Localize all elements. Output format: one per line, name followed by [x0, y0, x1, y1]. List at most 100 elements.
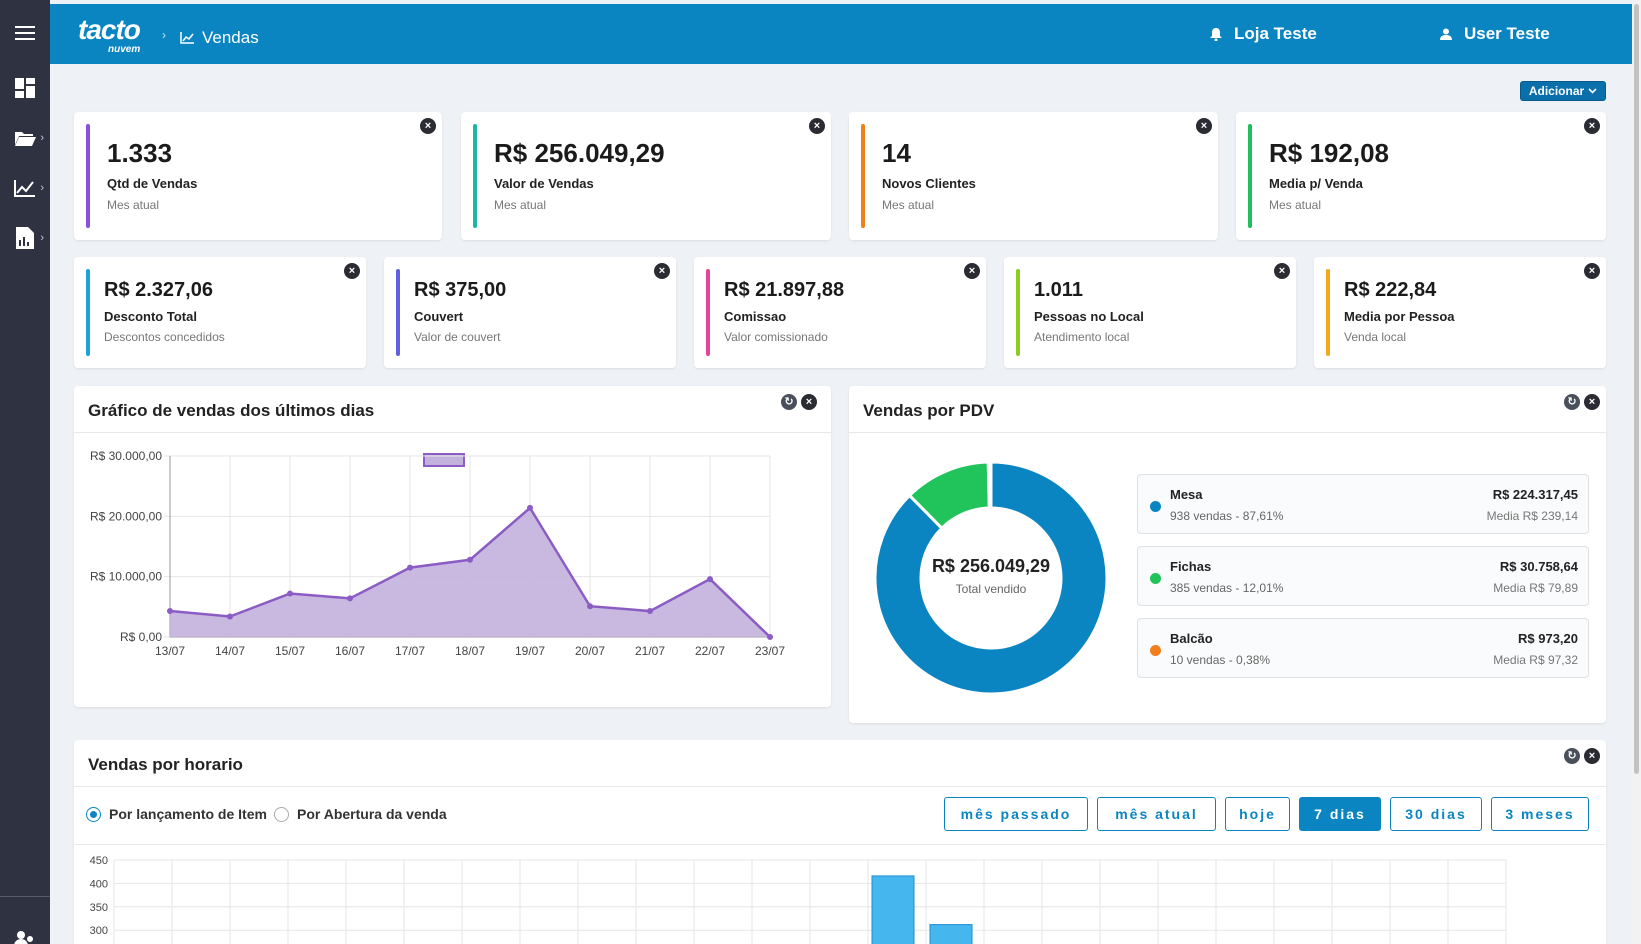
stat-value: 1.333 — [107, 138, 173, 168]
panel-divider — [74, 786, 1606, 787]
close-icon[interactable]: × — [1584, 748, 1600, 764]
stat-accent-bar — [861, 124, 865, 228]
data-point — [647, 608, 653, 615]
refresh-icon[interactable]: ↻ — [781, 394, 797, 410]
stat-label: Qtd de Vendas — [107, 176, 198, 191]
menu-icon[interactable] — [0, 13, 50, 53]
breadcrumb-separator: › — [162, 28, 166, 42]
pdv-item-name: Mesa — [1170, 487, 1203, 502]
user-menu[interactable]: User Teste — [1440, 24, 1550, 44]
stat-subtitle: Mes atual — [882, 198, 935, 212]
close-icon[interactable]: × — [809, 118, 825, 134]
stat-accent-bar — [86, 269, 90, 356]
x-tick-label: 20/07 — [575, 644, 605, 658]
close-icon[interactable]: × — [1584, 263, 1600, 279]
page-scrollbar[interactable] — [1632, 0, 1641, 944]
radio-button[interactable] — [274, 806, 289, 822]
data-point — [527, 504, 533, 511]
pdv-item-avg: Media R$ 97,32 — [1493, 653, 1578, 667]
close-icon[interactable]: × — [801, 394, 817, 410]
chevron-right-icon: › — [40, 132, 44, 144]
pdv-item-balcao[interactable]: Balcão 10 vendas - 0,38% R$ 973,20 Media… — [1137, 618, 1589, 678]
pdv-total-value: R$ 256.049,29 — [931, 556, 1051, 576]
range-7-dias[interactable]: 7 dias — [1299, 797, 1381, 831]
radio-button[interactable] — [86, 806, 101, 822]
folder-icon[interactable]: › — [0, 118, 50, 158]
data-point — [287, 590, 293, 597]
stat-value: R$ 256.049,29 — [494, 138, 665, 168]
range-mes-passado[interactable]: mês passado — [944, 797, 1088, 831]
stat-value: R$ 192,08 — [1269, 138, 1389, 168]
close-icon[interactable]: × — [964, 263, 980, 279]
stat-value: 1.011 — [1034, 279, 1083, 301]
chart-line-icon[interactable]: › — [0, 168, 50, 208]
stat-card-couvert: R$ 375,00 Couvert Valor de couvert × — [384, 257, 676, 368]
stat-card-novos-clientes: 14 Novos Clientes Mes atual × — [849, 112, 1218, 240]
breadcrumb: Vendas — [180, 28, 259, 48]
stat-subtitle: Atendimento local — [1034, 330, 1130, 344]
sidebar-divider — [0, 896, 50, 897]
stat-accent-bar — [473, 124, 477, 228]
pdv-item-mesa[interactable]: Mesa 938 vendas - 87,61% R$ 224.317,45 M… — [1137, 474, 1589, 534]
refresh-icon[interactable]: ↻ — [1564, 748, 1580, 764]
scrollbar-thumb[interactable] — [1634, 4, 1639, 774]
close-icon[interactable]: × — [1584, 394, 1600, 410]
chevron-right-icon: › — [40, 182, 44, 194]
panel-divider — [849, 432, 1606, 433]
pdv-donut-chart — [873, 460, 1109, 696]
stat-value: R$ 375,00 — [414, 279, 507, 301]
close-icon[interactable]: × — [344, 263, 360, 279]
range-3-meses[interactable]: 3 meses — [1491, 797, 1589, 831]
y-tick-label: R$ 10.000,00 — [90, 570, 162, 584]
bar — [929, 924, 973, 944]
stat-subtitle: Valor comissionado — [724, 330, 828, 344]
refresh-icon[interactable]: ↻ — [1564, 394, 1580, 410]
stat-label: Desconto Total — [104, 309, 197, 324]
store-selector[interactable]: Loja Teste — [1210, 24, 1317, 44]
pdv-item-desc: 10 vendas - 0,38% — [1170, 653, 1271, 667]
pdv-item-name: Balcão — [1170, 631, 1213, 646]
close-icon[interactable]: × — [1584, 118, 1600, 134]
stat-accent-bar — [706, 269, 710, 356]
report-icon[interactable]: › — [0, 218, 50, 258]
radio-por-abertura[interactable]: Por Abertura da venda — [274, 806, 447, 822]
panel-divider — [74, 432, 831, 433]
x-tick-label: 15/07 — [275, 644, 305, 658]
pdv-item-fichas[interactable]: Fichas 385 vendas - 12,01% R$ 30.758,64 … — [1137, 546, 1589, 606]
pdv-item-desc: 938 vendas - 87,61% — [1170, 509, 1284, 523]
stat-subtitle: Valor de couvert — [414, 330, 501, 344]
x-tick-label: 16/07 — [335, 644, 365, 658]
close-icon[interactable]: × — [1274, 263, 1290, 279]
panel-divider — [74, 844, 1606, 845]
pdv-item-avg: Media R$ 79,89 — [1493, 581, 1578, 595]
stat-accent-bar — [1248, 124, 1252, 228]
close-icon[interactable]: × — [1196, 118, 1212, 134]
pdv-panel: Vendas por PDV ↻ × R$ 256.049,29 Total v… — [849, 386, 1606, 723]
tacto-logo[interactable]: tacto nuvem — [78, 14, 158, 55]
dashboard-icon[interactable] — [0, 68, 50, 108]
range-hoje[interactable]: hoje — [1225, 797, 1290, 831]
data-point — [167, 608, 173, 615]
horario-bar-chart: 450 400 350 300 — [90, 855, 1507, 944]
range-30-dias[interactable]: 30 dias — [1390, 797, 1482, 831]
radio-por-lancamento[interactable]: Por lançamento de Item — [86, 806, 267, 822]
pdv-item-amount: R$ 30.758,64 — [1499, 559, 1578, 574]
close-icon[interactable]: × — [654, 263, 670, 279]
add-widget-button[interactable]: Adicionar — [1520, 81, 1606, 101]
data-point — [347, 595, 353, 602]
users-icon[interactable] — [0, 918, 50, 944]
data-point — [707, 576, 713, 583]
panel-title: Gráfico de vendas dos últimos dias — [88, 401, 375, 420]
x-tick-label: 23/07 — [755, 644, 785, 658]
close-icon[interactable]: × — [420, 118, 436, 134]
logo-text: tacto — [78, 14, 141, 45]
data-point — [467, 556, 473, 563]
range-mes-atual[interactable]: mês atual — [1097, 797, 1216, 831]
stat-card-pessoas-local: 1.011 Pessoas no Local Atendimento local… — [1004, 257, 1296, 368]
stat-label: Pessoas no Local — [1034, 309, 1144, 324]
stat-value: R$ 21.897,88 — [724, 279, 845, 301]
data-point — [767, 634, 773, 640]
stat-accent-bar — [1016, 269, 1020, 356]
y-tick-label: R$ 30.000,00 — [90, 449, 162, 463]
stat-subtitle: Descontos concedidos — [104, 330, 225, 344]
